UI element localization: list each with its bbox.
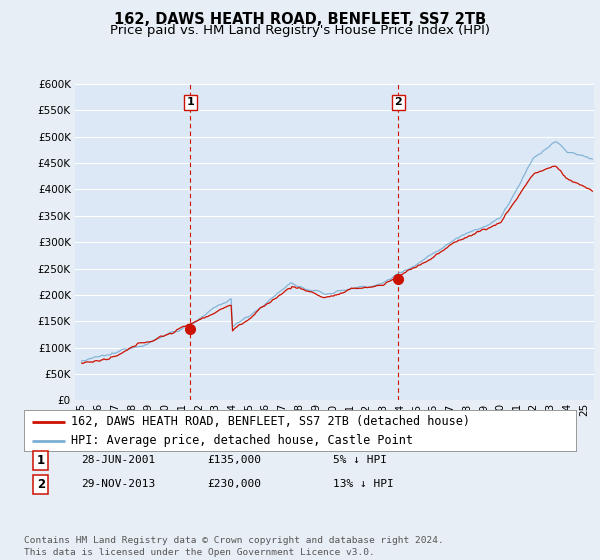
Text: Price paid vs. HM Land Registry's House Price Index (HPI): Price paid vs. HM Land Registry's House … (110, 24, 490, 36)
Text: £230,000: £230,000 (207, 479, 261, 489)
Text: Contains HM Land Registry data © Crown copyright and database right 2024.
This d: Contains HM Land Registry data © Crown c… (24, 536, 444, 557)
Text: 13% ↓ HPI: 13% ↓ HPI (333, 479, 394, 489)
Text: 29-NOV-2013: 29-NOV-2013 (81, 479, 155, 489)
Text: 28-JUN-2001: 28-JUN-2001 (81, 455, 155, 465)
Text: 1: 1 (37, 454, 45, 467)
Text: HPI: Average price, detached house, Castle Point: HPI: Average price, detached house, Cast… (71, 434, 413, 447)
Text: 162, DAWS HEATH ROAD, BENFLEET, SS7 2TB: 162, DAWS HEATH ROAD, BENFLEET, SS7 2TB (114, 12, 486, 27)
Text: 162, DAWS HEATH ROAD, BENFLEET, SS7 2TB (detached house): 162, DAWS HEATH ROAD, BENFLEET, SS7 2TB … (71, 416, 470, 428)
Text: 1: 1 (187, 97, 194, 108)
Text: £135,000: £135,000 (207, 455, 261, 465)
Text: 2: 2 (394, 97, 402, 108)
Text: 5% ↓ HPI: 5% ↓ HPI (333, 455, 387, 465)
Text: 2: 2 (37, 478, 45, 491)
